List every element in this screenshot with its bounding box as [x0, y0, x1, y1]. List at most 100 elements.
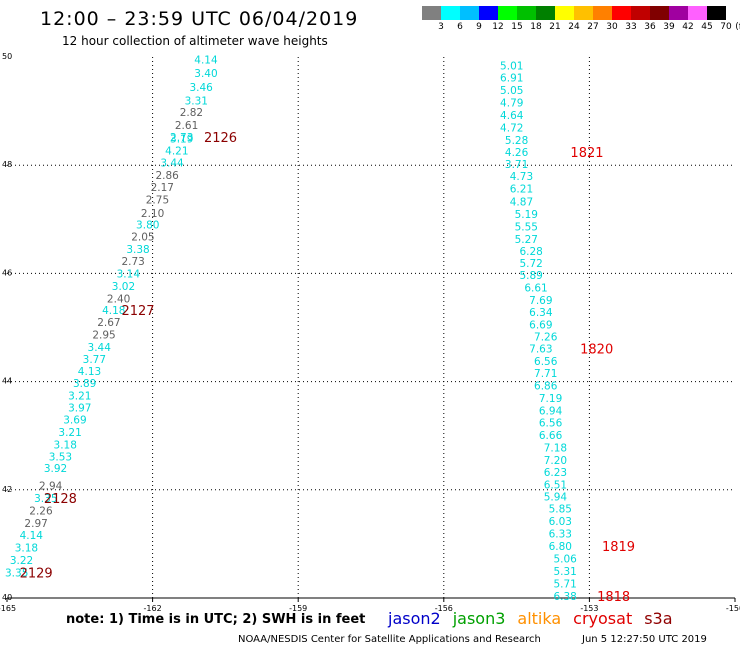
- time-label: 1819: [602, 540, 635, 555]
- scale-swatch: [707, 6, 726, 20]
- wave-height-value: 3.77: [83, 354, 106, 366]
- wave-height-value: 5.55: [515, 221, 538, 233]
- wave-height-value: 4.13: [78, 366, 101, 378]
- wave-height-value: 2.75: [146, 194, 169, 206]
- wave-height-value: 4.79: [500, 97, 523, 109]
- satellite-altika: altika: [517, 609, 562, 628]
- wave-height-value: 6.69: [529, 319, 552, 331]
- scale-label: 24: [568, 22, 580, 32]
- wave-height-value: 2.73: [121, 256, 144, 268]
- wave-height-value: 5.71: [553, 578, 576, 590]
- wave-height-value: 3.92: [44, 463, 67, 475]
- y-tick-label: 42: [2, 485, 12, 494]
- wave-height-value: 2.26: [29, 505, 53, 517]
- page-title: 12:00 – 23:59 UTC 06/04/2019: [40, 8, 359, 30]
- scale-swatch: [688, 6, 707, 20]
- wave-height-value: 2.86: [155, 170, 179, 182]
- scale-label: 45: [701, 22, 713, 32]
- wave-height-value: 3.97: [68, 403, 91, 415]
- time-label: 2128: [44, 492, 77, 507]
- scale-label: 9: [476, 22, 482, 32]
- x-tick-label: -162: [144, 604, 162, 613]
- wave-height-value: 4.21: [165, 146, 188, 158]
- wave-height-value: 5.85: [549, 504, 572, 516]
- wave-height-value: 3.14: [117, 268, 141, 280]
- wave-height-value: 3.18: [15, 543, 38, 555]
- scale-swatch: [517, 6, 536, 20]
- wave-height-value: 7.20: [544, 455, 567, 467]
- wave-height-value: 3.21: [58, 427, 81, 439]
- wave-height-value: 5.28: [505, 135, 528, 147]
- wave-height-value: 4.14: [194, 55, 218, 67]
- x-tick-label: -165: [0, 604, 16, 613]
- wave-height-value: 3.69: [63, 414, 86, 426]
- wave-height-value: 2.82: [180, 107, 203, 119]
- x-tick-label: -156: [435, 604, 453, 613]
- footer-credit: NOAA/NESDIS Center for Satellite Applica…: [238, 634, 541, 645]
- wave-height-value: 6.34: [529, 307, 553, 319]
- x-tick-label: -153: [580, 604, 598, 613]
- wave-height-value: 2.05: [131, 232, 154, 244]
- scale-swatch: [536, 6, 555, 20]
- scale-label: 70: [720, 22, 732, 32]
- time-label: 2126: [204, 131, 237, 146]
- wave-height-value: 3.21: [68, 391, 91, 403]
- wave-height-value: 6.21: [510, 183, 533, 195]
- wave-height-value: 3.22: [10, 555, 33, 567]
- wave-height-value: 2.40: [107, 293, 130, 305]
- satellite-s3a: s3a: [644, 609, 673, 628]
- satellite-legend: jason2 jason3 altika cryosat s3a: [388, 609, 685, 628]
- wave-height-value: 6.28: [519, 246, 542, 258]
- wave-height-value: 7.63: [529, 344, 552, 356]
- wave-height-value: 5.19: [515, 209, 538, 221]
- scale-swatch: [574, 6, 593, 20]
- scale-swatch: [479, 6, 498, 20]
- y-tick-label: 48: [2, 160, 12, 169]
- scale-label: 42: [682, 22, 694, 32]
- satellite-jason3: jason3: [452, 609, 506, 628]
- wave-height-value: 6.86: [534, 380, 558, 392]
- scale-swatch: [669, 6, 688, 20]
- wave-height-value: 2.61: [175, 120, 198, 132]
- wave-height-value: 2.17: [151, 182, 174, 194]
- time-label: 2127: [121, 304, 154, 319]
- time-label: 1820: [580, 343, 613, 358]
- wave-height-value: 6.33: [549, 529, 572, 541]
- scale-swatch: [612, 6, 631, 20]
- y-tick-label: 50: [2, 52, 12, 61]
- wave-height-value: 7.71: [534, 368, 557, 380]
- wave-height-value: 6.61: [524, 282, 547, 294]
- scale-label: 15: [511, 22, 523, 32]
- scale-swatch: [441, 6, 460, 20]
- wave-height-value: 3.44: [160, 157, 184, 169]
- wave-height-value: 5.06: [553, 554, 577, 566]
- scale-swatch: [498, 6, 517, 20]
- wave-height-value: 3.18: [54, 439, 77, 451]
- wave-height-value: 6.80: [549, 541, 572, 553]
- wave-height-value: 4.14: [20, 530, 44, 542]
- wave-height-value: 3.35: [34, 493, 57, 505]
- scale-swatch: [631, 6, 650, 20]
- wave-height-value: 5.94: [544, 491, 568, 503]
- wave-height-value: 6.51: [544, 479, 567, 491]
- footer-note: note: 1) Time is in UTC; 2) SWH is in fe…: [66, 612, 366, 627]
- wave-height-value: 5.27: [515, 234, 538, 246]
- wave-height-value: 7.26: [534, 332, 558, 344]
- wave-height-value: 5.05: [500, 85, 523, 97]
- wave-height-value: 4.18: [102, 305, 125, 317]
- x-tick-label: -159: [289, 604, 307, 613]
- wave-height-value: 2.67: [97, 317, 120, 329]
- x-tick-label: -150: [726, 604, 740, 613]
- wave-height-value: 2.10: [141, 208, 164, 220]
- wave-height-value: 3.44: [88, 342, 112, 354]
- footer-timestamp: Jun 5 12:27:50 UTC 2019: [582, 634, 707, 645]
- wave-height-value: 5.89: [519, 270, 542, 282]
- wave-height-value: 3.89: [73, 378, 96, 390]
- time-label: 2129: [20, 567, 53, 582]
- scale-label: 12: [492, 22, 504, 32]
- wave-height-value: 6.94: [539, 405, 563, 417]
- wave-height-value: 3.80: [136, 220, 159, 232]
- wave-height-value: 2.97: [24, 518, 47, 530]
- wave-height-value: 5.31: [553, 566, 576, 578]
